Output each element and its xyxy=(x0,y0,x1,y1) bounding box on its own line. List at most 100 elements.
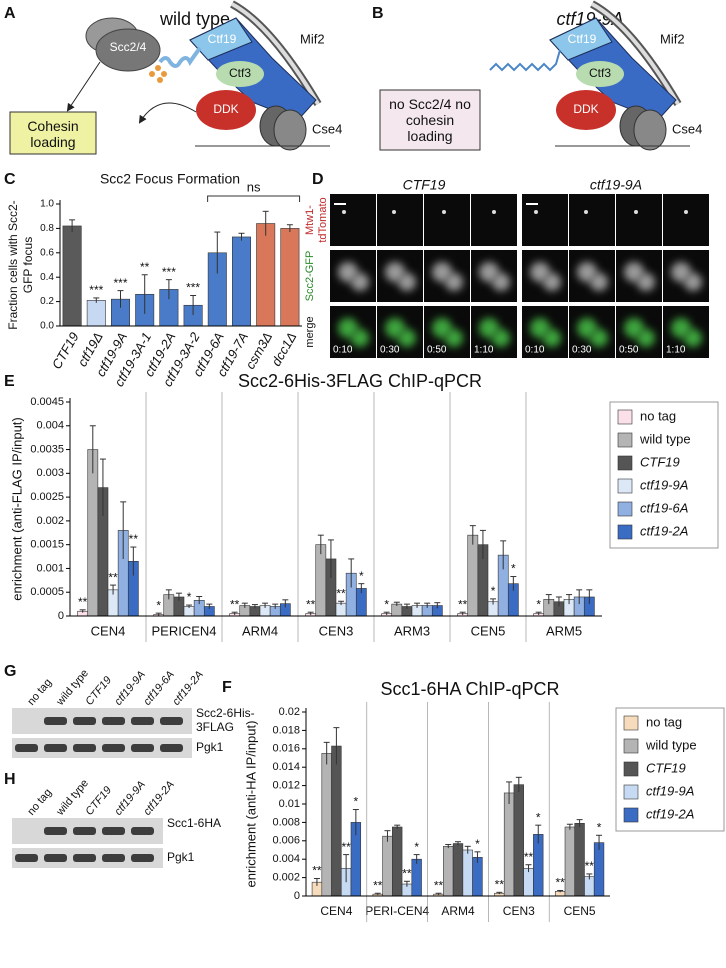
y-tick-label: 0.001 xyxy=(36,562,64,574)
band xyxy=(44,744,67,752)
y-tick-label: 0.002 xyxy=(272,872,300,884)
bar xyxy=(472,857,483,897)
band xyxy=(160,717,183,725)
significance: ** xyxy=(140,260,150,274)
signal xyxy=(590,273,608,291)
bar xyxy=(443,846,454,897)
significance: * xyxy=(491,584,496,598)
bar xyxy=(331,745,342,897)
signal xyxy=(445,329,463,347)
y-tick-label: 0.0035 xyxy=(30,443,64,455)
band xyxy=(131,744,154,752)
band xyxy=(102,827,125,835)
x-tick-label: CEN5 xyxy=(471,623,506,638)
bar xyxy=(523,868,534,897)
bar xyxy=(280,228,300,327)
bracket xyxy=(207,195,301,202)
micrograph xyxy=(616,194,662,246)
x-tick-label: ARM5 xyxy=(546,623,582,638)
y-tick-label: 0.0005 xyxy=(30,586,64,598)
band xyxy=(102,854,125,862)
band xyxy=(15,854,38,862)
significance: *** xyxy=(89,283,103,297)
column-title: CTF19 xyxy=(403,177,446,193)
row-label: Mtw1-tdTomato xyxy=(304,197,329,243)
band-label: Scc1-6HA xyxy=(167,816,222,830)
bar xyxy=(411,858,422,897)
signal xyxy=(342,210,346,214)
significance: ** xyxy=(402,866,412,880)
bar xyxy=(382,835,393,897)
y-tick-label: 0.008 xyxy=(272,816,300,828)
x-tick-label: ARM4 xyxy=(441,904,475,918)
micrograph xyxy=(522,194,568,246)
y-tick-label: 0.016 xyxy=(272,743,300,755)
significance: ** xyxy=(230,597,240,611)
bar xyxy=(87,449,99,617)
x-tick-label: dcc1Δ xyxy=(268,330,299,369)
y-axis-label: enrichment (anti-FLAG IP/input) xyxy=(9,417,24,601)
legend-label: no tag xyxy=(646,714,682,729)
significance: *** xyxy=(186,281,200,295)
x-tick-label: CEN5 xyxy=(564,904,596,918)
significance: * xyxy=(156,598,161,612)
box-text: Cohesin loading xyxy=(27,118,79,150)
time-label: 0:50 xyxy=(619,345,639,356)
panel-label: E xyxy=(4,373,15,390)
significance: * xyxy=(414,840,419,854)
band xyxy=(102,744,125,752)
significance: * xyxy=(597,820,602,834)
bar xyxy=(321,753,332,897)
y-axis-label: Fraction cells with Scc2-GFP focus xyxy=(6,200,35,330)
y-tick-label: 0.01 xyxy=(279,798,300,810)
legend-swatch xyxy=(623,784,639,800)
x-tick-label: ARM3 xyxy=(394,623,430,638)
legend-swatch xyxy=(617,524,633,540)
protein-label: Cse4 xyxy=(312,121,342,136)
time-label: 0:50 xyxy=(427,345,447,356)
signal xyxy=(351,273,369,291)
signal xyxy=(684,273,702,291)
signal xyxy=(445,273,463,291)
band xyxy=(44,717,67,725)
y-tick-label: 0.002 xyxy=(36,515,64,527)
signal xyxy=(398,329,416,347)
band xyxy=(102,717,125,725)
legend-label: wild type xyxy=(639,431,691,446)
bar xyxy=(232,236,251,327)
signal xyxy=(398,273,416,291)
x-tick-label: CTF19 xyxy=(49,330,82,372)
y-tick-label: 0.006 xyxy=(272,835,300,847)
chart-title: Scc2-6His-3FLAG ChIP-qPCR xyxy=(238,371,482,391)
signal xyxy=(442,210,446,214)
band xyxy=(73,827,96,835)
time-label: 1:10 xyxy=(666,345,686,356)
band xyxy=(131,717,154,725)
legend-swatch xyxy=(617,455,633,471)
column-title: ctf19-9A xyxy=(590,177,642,193)
legend-label: CTF19 xyxy=(640,454,680,469)
significance: * xyxy=(536,810,541,824)
bar xyxy=(392,826,403,897)
band-label: Pgk1 xyxy=(167,850,195,864)
signal xyxy=(543,273,561,291)
band xyxy=(44,827,67,835)
row-label: merge xyxy=(304,316,316,348)
significance: * xyxy=(354,795,359,809)
significance: ** xyxy=(336,586,346,600)
bar xyxy=(593,842,605,897)
significance: * xyxy=(359,569,364,583)
significance: ** xyxy=(78,595,88,609)
protein-label: Scc2/4 xyxy=(110,40,147,54)
y-tick-label: 0.018 xyxy=(272,724,300,736)
legend-swatch xyxy=(623,807,639,823)
lane-label: no tag xyxy=(25,677,54,708)
micrograph xyxy=(377,194,423,246)
x-tick-label: CEN3 xyxy=(319,623,354,638)
legend-label: no tag xyxy=(640,408,676,423)
bar xyxy=(315,544,327,617)
micrograph xyxy=(330,194,376,246)
significance: *** xyxy=(162,265,176,279)
